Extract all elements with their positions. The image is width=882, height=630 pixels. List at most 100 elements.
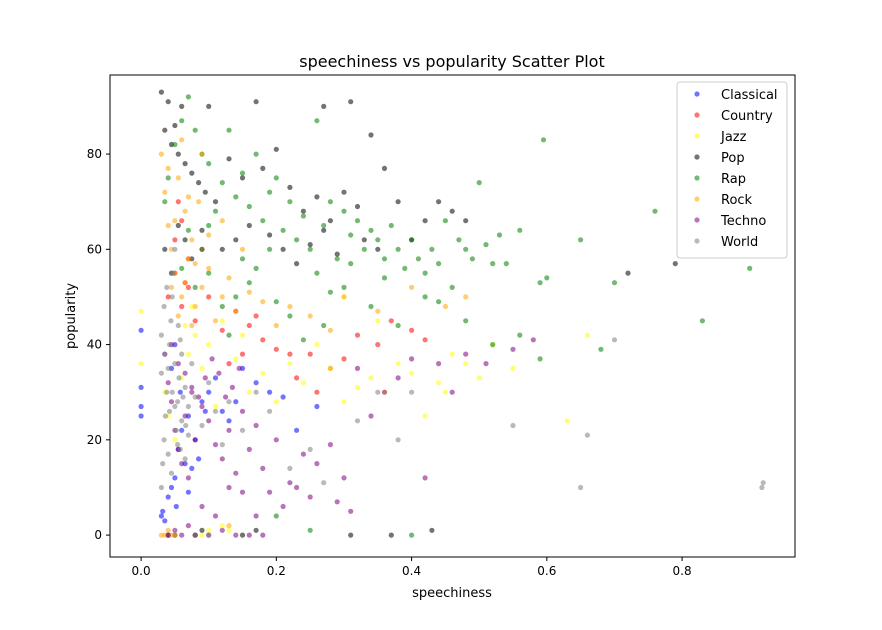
point-world-26 xyxy=(253,389,259,395)
point-jazz-21 xyxy=(368,375,374,381)
point-jazz-34 xyxy=(442,389,448,395)
point-classical-16 xyxy=(199,399,205,405)
point-pop-30 xyxy=(422,218,428,224)
point-pop-27 xyxy=(381,165,388,171)
point-pop-19 xyxy=(273,146,279,152)
point-techno-48 xyxy=(199,503,205,510)
point-rock-34 xyxy=(226,523,232,529)
point-world-3 xyxy=(162,413,168,419)
point-classical-7 xyxy=(165,494,171,500)
point-world-11 xyxy=(173,427,179,433)
point-classical-18 xyxy=(212,375,219,381)
point-world-6 xyxy=(166,342,173,348)
point-jazz-31 xyxy=(510,365,516,371)
y-tick-label: 80 xyxy=(87,147,102,161)
point-techno-69 xyxy=(236,365,242,371)
point-classical-12 xyxy=(179,427,185,433)
point-rap-73 xyxy=(219,303,225,310)
point-jazz-35 xyxy=(375,318,381,324)
point-rap-2 xyxy=(172,141,178,148)
point-rap-59 xyxy=(206,222,212,229)
point-pop-55 xyxy=(280,246,286,252)
point-rap-83 xyxy=(300,337,306,343)
point-rap-76 xyxy=(273,299,279,305)
point-rap-31 xyxy=(422,270,428,276)
point-techno-6 xyxy=(182,413,188,419)
point-world-21 xyxy=(206,380,212,386)
point-classical-1 xyxy=(138,384,144,390)
point-pop-47 xyxy=(175,222,181,229)
point-classical-0 xyxy=(138,327,144,333)
point-pop-42 xyxy=(348,532,354,538)
x-tick-label: 0.4 xyxy=(402,564,421,578)
point-pop-32 xyxy=(449,208,455,214)
point-classical-6 xyxy=(162,518,168,524)
point-techno-49 xyxy=(185,523,191,529)
point-pop-8 xyxy=(162,127,168,133)
point-techno-27 xyxy=(368,413,374,419)
point-pop-17 xyxy=(239,175,246,181)
point-techno-15 xyxy=(233,470,239,476)
legend-marker-classical xyxy=(694,91,700,97)
point-pop-33 xyxy=(463,218,469,224)
legend-label-country: Country xyxy=(721,109,773,124)
point-pop-13 xyxy=(196,180,202,186)
point-rock-26 xyxy=(409,284,415,290)
point-pop-6 xyxy=(348,99,354,105)
point-pop-10 xyxy=(175,151,181,157)
point-rap-67 xyxy=(334,256,340,262)
point-techno-64 xyxy=(202,375,208,381)
point-techno-52 xyxy=(179,532,185,538)
point-country-3 xyxy=(185,284,191,290)
point-rock-14 xyxy=(212,318,219,324)
point-pop-21 xyxy=(300,208,306,214)
point-world-30 xyxy=(321,480,327,486)
point-techno-40 xyxy=(334,499,340,505)
point-rap-50 xyxy=(652,208,658,214)
point-classical-2 xyxy=(138,403,144,410)
x-tick-label: 0.0 xyxy=(132,564,151,578)
point-world-20 xyxy=(199,422,205,429)
point-techno-38 xyxy=(294,484,300,491)
point-rap-65 xyxy=(294,237,300,243)
point-world-5 xyxy=(165,365,171,371)
point-rock-33 xyxy=(172,532,178,538)
point-world-36 xyxy=(584,432,591,438)
point-country-17 xyxy=(375,342,381,348)
point-techno-10 xyxy=(199,403,205,410)
point-rap-34 xyxy=(442,218,448,224)
axes-layer: 0.0 0.2 0.4 0.6 0.8 0 20 40 60 80 xyxy=(87,147,692,578)
point-rap-56 xyxy=(490,342,496,348)
point-techno-30 xyxy=(409,356,415,362)
point-pop-18 xyxy=(260,165,266,171)
point-pop-44 xyxy=(429,527,435,533)
point-world-17 xyxy=(185,403,191,410)
point-classical-30 xyxy=(177,389,183,395)
point-rock-5 xyxy=(175,175,181,181)
point-jazz-13 xyxy=(260,370,266,376)
point-classical-20 xyxy=(226,418,232,424)
point-rock-10 xyxy=(192,303,198,310)
point-rap-68 xyxy=(199,246,205,252)
point-pop-15 xyxy=(212,199,219,205)
point-country-7 xyxy=(219,327,225,333)
point-techno-1 xyxy=(165,380,171,386)
point-rap-45 xyxy=(537,280,543,286)
point-jazz-32 xyxy=(564,418,570,424)
point-techno-37 xyxy=(530,337,536,343)
point-rap-27 xyxy=(395,246,401,252)
point-rock-19 xyxy=(260,299,266,305)
point-rap-78 xyxy=(341,284,347,290)
y-tick-label: 40 xyxy=(87,338,102,352)
point-classical-31 xyxy=(185,489,191,495)
point-rap-37 xyxy=(463,246,469,252)
point-rap-13 xyxy=(273,175,279,181)
point-world-48 xyxy=(182,456,188,462)
point-world-8 xyxy=(169,294,175,300)
point-techno-56 xyxy=(233,532,239,538)
point-jazz-40 xyxy=(199,532,205,538)
point-jazz-11 xyxy=(233,356,239,362)
point-pop-5 xyxy=(253,99,259,105)
point-jazz-10 xyxy=(219,318,225,324)
point-rap-51 xyxy=(699,318,706,324)
